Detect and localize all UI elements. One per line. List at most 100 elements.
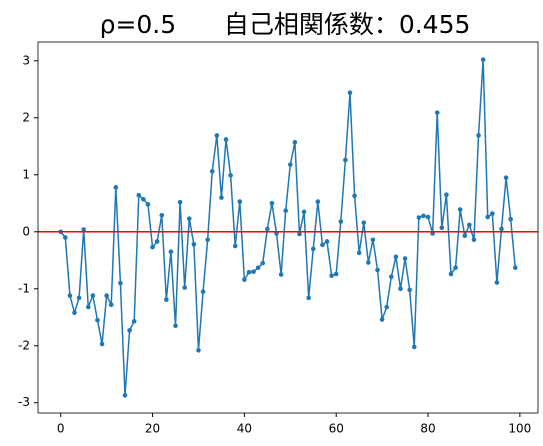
- point: [421, 213, 426, 219]
- point: [425, 214, 431, 220]
- point: [287, 162, 293, 167]
- x-tick-label: 60: [329, 422, 344, 436]
- point: [434, 110, 440, 115]
- x-tick-label: 100: [508, 422, 531, 436]
- point: [453, 265, 458, 270]
- point: [177, 199, 183, 205]
- point: [251, 269, 256, 274]
- point: [343, 157, 348, 163]
- point: [150, 244, 155, 250]
- point: [76, 295, 82, 301]
- point: [283, 208, 289, 213]
- point: [196, 348, 201, 353]
- point: [232, 243, 238, 249]
- point: [168, 249, 174, 255]
- point: [366, 260, 371, 265]
- point: [402, 256, 408, 261]
- point: [352, 193, 357, 199]
- point: [398, 286, 403, 292]
- point: [246, 269, 252, 275]
- point: [265, 226, 270, 232]
- point: [186, 216, 192, 221]
- point: [255, 265, 261, 270]
- y-tick-label: 1: [22, 167, 30, 181]
- point: [205, 237, 210, 243]
- point: [512, 265, 518, 270]
- point: [90, 293, 96, 298]
- point: [356, 250, 362, 256]
- line-series: [60, 59, 517, 396]
- point: [81, 227, 86, 232]
- point: [375, 267, 380, 273]
- point: [113, 185, 119, 190]
- point: [214, 133, 220, 138]
- x-tick-label: 40: [237, 422, 252, 436]
- point: [242, 277, 247, 282]
- point: [329, 273, 334, 278]
- point: [338, 219, 344, 224]
- point: [260, 260, 266, 266]
- point: [63, 235, 68, 240]
- point: [228, 173, 233, 178]
- point: [324, 239, 330, 244]
- point: [494, 280, 500, 285]
- point: [223, 137, 229, 142]
- point: [104, 293, 109, 298]
- point: [209, 169, 215, 174]
- point: [457, 207, 463, 212]
- point: [141, 196, 146, 202]
- point: [503, 175, 509, 180]
- point: [164, 297, 169, 302]
- point: [361, 220, 367, 225]
- point: [347, 90, 353, 96]
- point: [99, 341, 105, 347]
- x-tick-label: 20: [145, 422, 160, 436]
- point: [67, 293, 73, 298]
- point: [310, 246, 316, 252]
- point: [407, 287, 412, 293]
- point: [499, 226, 504, 232]
- point: [127, 328, 132, 333]
- point: [122, 393, 128, 398]
- point: [411, 344, 417, 350]
- y-tick-label: -1: [18, 281, 30, 295]
- point: [379, 317, 385, 322]
- point: [333, 271, 339, 277]
- point: [85, 304, 91, 310]
- plot-frame: [37, 41, 539, 414]
- point: [416, 215, 422, 220]
- x-tick-label: 0: [57, 422, 65, 436]
- point: [471, 237, 477, 243]
- point: [72, 310, 77, 315]
- y-tick-label: 2: [22, 110, 30, 124]
- point: [393, 254, 399, 260]
- point: [467, 222, 472, 228]
- point: [301, 209, 307, 215]
- point: [95, 317, 100, 323]
- chart-title: ρ=0.5 自己相関係数：0.455: [100, 10, 471, 39]
- point: [136, 193, 142, 198]
- point: [237, 199, 243, 204]
- y-tick-label: -3: [18, 395, 30, 409]
- point: [108, 302, 114, 308]
- point: [315, 199, 321, 204]
- point: [448, 271, 454, 277]
- point: [219, 195, 224, 200]
- y-tick-label: 3: [22, 53, 30, 67]
- point: [476, 133, 481, 138]
- point: [278, 272, 284, 277]
- point: [182, 285, 187, 290]
- point: [480, 57, 486, 62]
- point: [389, 274, 394, 280]
- point: [292, 140, 298, 145]
- point: [297, 231, 302, 237]
- point: [508, 216, 513, 222]
- point: [462, 233, 468, 239]
- point: [159, 212, 165, 218]
- point: [173, 323, 178, 329]
- y-tick-label: -2: [18, 338, 30, 352]
- point: [485, 214, 491, 220]
- point: [439, 225, 445, 231]
